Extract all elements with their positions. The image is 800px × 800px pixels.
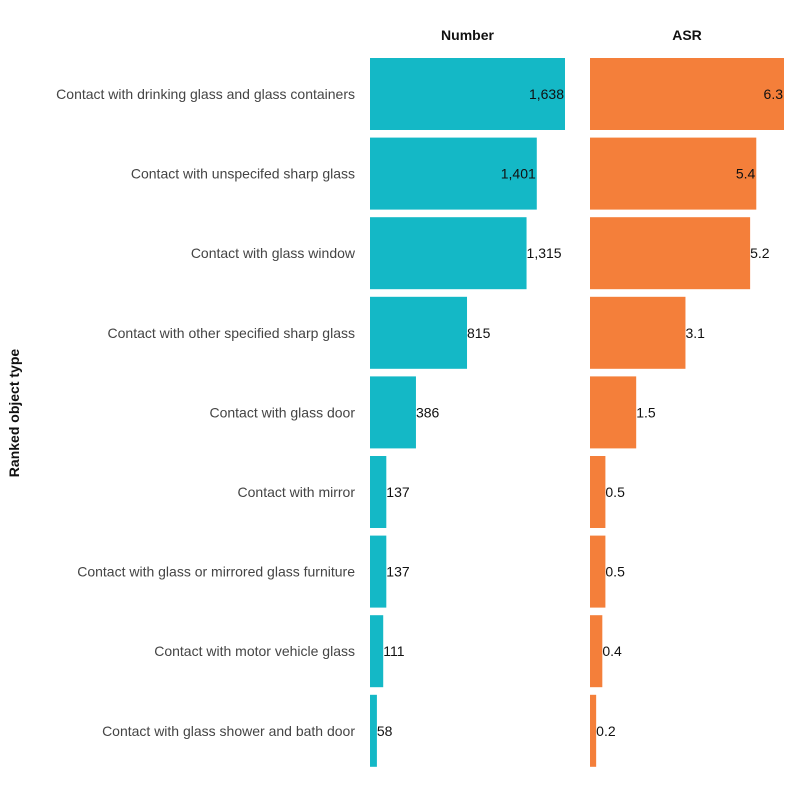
bar-asr-8 bbox=[590, 615, 603, 688]
panel-title-asr: ASR bbox=[672, 27, 702, 43]
data-label-number-4: 815 bbox=[467, 325, 491, 341]
data-label-asr-2: 5.4 bbox=[736, 166, 756, 182]
data-label-asr-4: 3.1 bbox=[685, 325, 705, 341]
bar-number-3 bbox=[370, 217, 527, 290]
data-label-asr-9: 0.2 bbox=[596, 723, 616, 739]
category-label-8: Contact with motor vehicle glass bbox=[154, 643, 355, 659]
data-label-number-1: 1,638 bbox=[529, 86, 564, 102]
category-labels: Contact with drinking glass and glass co… bbox=[56, 86, 356, 739]
data-label-number-7: 137 bbox=[386, 564, 410, 580]
bar-asr-7 bbox=[590, 535, 606, 608]
category-label-4: Contact with other specified sharp glass bbox=[108, 325, 355, 341]
data-label-number-9: 58 bbox=[377, 723, 393, 739]
data-label-number-5: 386 bbox=[416, 404, 440, 420]
bars bbox=[370, 58, 784, 767]
data-label-number-2: 1,401 bbox=[501, 166, 536, 182]
panel-title-number: Number bbox=[441, 27, 494, 43]
category-label-5: Contact with glass door bbox=[209, 404, 355, 420]
bar-number-1 bbox=[370, 58, 565, 130]
bar-number-9 bbox=[370, 694, 377, 767]
bar-asr-5 bbox=[590, 376, 637, 449]
data-label-asr-1: 6.3 bbox=[764, 86, 784, 102]
bar-asr-6 bbox=[590, 456, 606, 528]
category-label-7: Contact with glass or mirrored glass fur… bbox=[77, 564, 355, 580]
data-label-number-3: 1,315 bbox=[527, 245, 562, 261]
category-label-9: Contact with glass shower and bath door bbox=[102, 723, 355, 739]
y-axis-title: Ranked object type bbox=[6, 349, 22, 478]
bar-asr-2 bbox=[590, 137, 757, 210]
bar-number-8 bbox=[370, 615, 384, 688]
bar-asr-1 bbox=[590, 58, 784, 130]
bar-number-4 bbox=[370, 296, 468, 369]
panel-titles: Number ASR bbox=[441, 27, 702, 43]
bar-number-6 bbox=[370, 456, 387, 528]
data-label-asr-7: 0.5 bbox=[605, 564, 625, 580]
bar-asr-4 bbox=[590, 296, 686, 369]
data-label-asr-6: 0.5 bbox=[605, 484, 625, 500]
bar-asr-3 bbox=[590, 217, 751, 290]
data-labels: 1,638 1,401 1,315 815 386 137 137 111 58 6.3 5.4 5.… bbox=[377, 86, 783, 739]
data-label-asr-8: 0.4 bbox=[602, 643, 622, 659]
category-label-3: Contact with glass window bbox=[191, 245, 356, 261]
category-label-2: Contact with unspecifed sharp glass bbox=[131, 166, 355, 182]
category-label-1: Contact with drinking glass and glass co… bbox=[56, 86, 355, 102]
data-label-asr-3: 5.2 bbox=[750, 245, 770, 261]
bar-asr-9 bbox=[590, 694, 597, 767]
bar-number-2 bbox=[370, 137, 537, 210]
data-label-number-8: 111 bbox=[383, 643, 404, 659]
bar-number-7 bbox=[370, 535, 387, 608]
data-label-number-6: 137 bbox=[386, 484, 410, 500]
data-label-asr-5: 1.5 bbox=[636, 404, 656, 420]
bar-number-5 bbox=[370, 376, 416, 449]
category-label-6: Contact with mirror bbox=[238, 484, 356, 500]
